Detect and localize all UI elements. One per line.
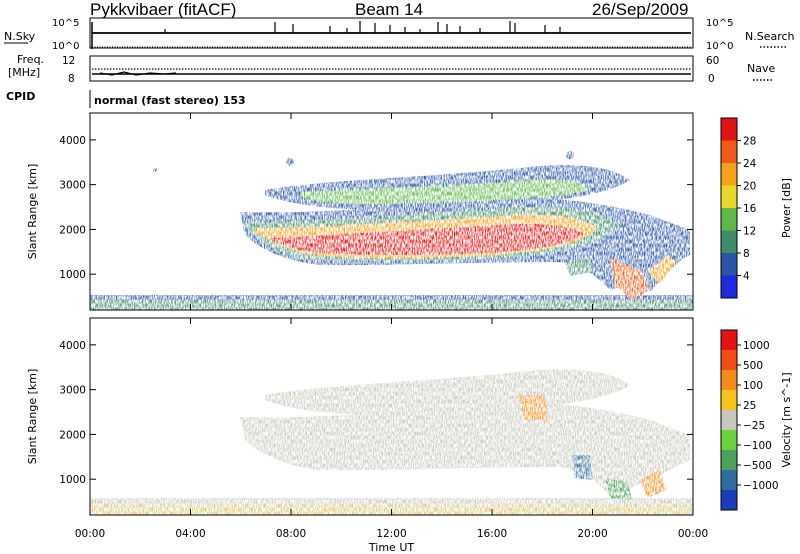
y-axis-label: Slant Range [km] <box>26 369 39 465</box>
colorbar-swatch <box>721 350 737 371</box>
colorbar-tick-label: 25 <box>743 400 756 412</box>
colorbar-swatch <box>721 430 737 451</box>
colorbar-swatch <box>721 230 737 254</box>
colorbar-tick-label: 500 <box>743 360 763 372</box>
y-tick-label: 2000 <box>59 224 86 236</box>
freq-tick-bottom: 8 <box>68 73 75 85</box>
freq-panel <box>89 55 694 82</box>
colorbar-tick-label: −100 <box>743 440 772 452</box>
nave-tick-top: 60 <box>706 55 719 67</box>
colorbar-swatch <box>721 140 737 164</box>
nsearch-label: N.Search <box>745 30 795 43</box>
y-tick-label: 2000 <box>59 429 86 441</box>
colorbar-tick-label: 24 <box>743 158 757 170</box>
colorbar-swatch <box>721 208 737 231</box>
y-axis-label: Slant Range [km] <box>26 164 39 260</box>
noise-tick-top-right: 10^5 <box>706 18 733 29</box>
y-tick-label: 4000 <box>59 135 86 147</box>
colorbar-swatch <box>721 118 737 141</box>
colorbar-swatch <box>721 470 737 491</box>
noise-panel <box>89 17 694 49</box>
colorbar-tick-label: 1000 <box>743 340 770 352</box>
colorbar-tick-label: 20 <box>743 181 756 193</box>
y-tick-label: 1000 <box>59 474 86 486</box>
colorbar-swatch <box>721 185 737 209</box>
x-tick-label: 16:00 <box>477 528 507 540</box>
cpid-label: CPID <box>6 90 35 103</box>
power-panel <box>89 112 694 311</box>
colorbar-swatch <box>721 163 737 186</box>
nave-label: Nave <box>747 62 775 75</box>
y-tick-label: 3000 <box>59 385 86 397</box>
freq-unit: [MHz] <box>8 66 40 79</box>
y-tick-label: 4000 <box>59 340 86 352</box>
y-tick-label: 1000 <box>59 269 86 281</box>
colorbar-swatch <box>721 275 737 299</box>
nave-tick-bottom: 0 <box>708 73 715 85</box>
colorbar-swatch <box>721 450 737 471</box>
colorbar-tick-label: −25 <box>743 420 765 432</box>
velocity-panel <box>89 317 694 516</box>
colorbar-tick-label: 4 <box>743 271 750 283</box>
colorbar-tick-label: 28 <box>743 136 756 148</box>
cpid-text: normal (fast stereo) 153 <box>94 94 246 107</box>
noise-spikes <box>164 21 561 33</box>
nsky-label: N.Sky <box>4 30 36 43</box>
x-tick-label: 20:00 <box>577 528 607 540</box>
x-tick-label: 12:00 <box>376 528 406 540</box>
colorbar-swatch <box>721 390 737 411</box>
colorbar-swatch <box>721 410 737 431</box>
colorbar-label: Velocity [m s^-1] <box>780 372 793 467</box>
noise-tick-bottom: 10^0 <box>52 41 79 52</box>
beam-label: Beam 14 <box>355 0 424 19</box>
freq-tick-top: 12 <box>62 55 75 67</box>
freq-label: Freq. <box>17 53 44 66</box>
x-tick-label: 00:00 <box>678 528 708 540</box>
y-tick-label: 3000 <box>59 180 86 192</box>
colorbar-tick-label: 100 <box>743 380 763 392</box>
noise-tick-bottom-right: 10^0 <box>706 41 733 52</box>
x-tick-label: 08:00 <box>276 528 306 540</box>
colorbar-swatch <box>721 490 737 511</box>
colorbar-tick-label: 16 <box>743 203 757 215</box>
colorbar-tick-label: 12 <box>743 226 756 238</box>
noise-tick-top: 10^5 <box>52 18 79 29</box>
x-tick-label: 00:00 <box>75 528 105 540</box>
x-axis-label: Time UT <box>368 541 414 554</box>
chart-title: Pykkvibaer (fitACF) <box>90 0 237 19</box>
colorbar-swatch <box>721 330 737 351</box>
colorbar-tick-label: −500 <box>743 460 772 472</box>
date-label: 26/Sep/2009 <box>592 0 689 19</box>
colorbar-swatch <box>721 253 737 276</box>
colorbar-swatch <box>721 370 737 391</box>
x-tick-label: 04:00 <box>175 528 205 540</box>
colorbar-tick-label: −1000 <box>743 480 779 492</box>
colorbar-label: Power [dB] <box>780 178 793 238</box>
colorbar-frame <box>720 329 738 511</box>
chart-axes: 1000 2000 3000 4000 Slant Range [km] 1000 2000… <box>26 113 708 554</box>
colorbar-tick-label: 8 <box>743 248 750 260</box>
colorbars: 4 8 12 16 20 24 28 Power [dB] 1000 500 100 25 −25 −10… <box>720 117 793 511</box>
